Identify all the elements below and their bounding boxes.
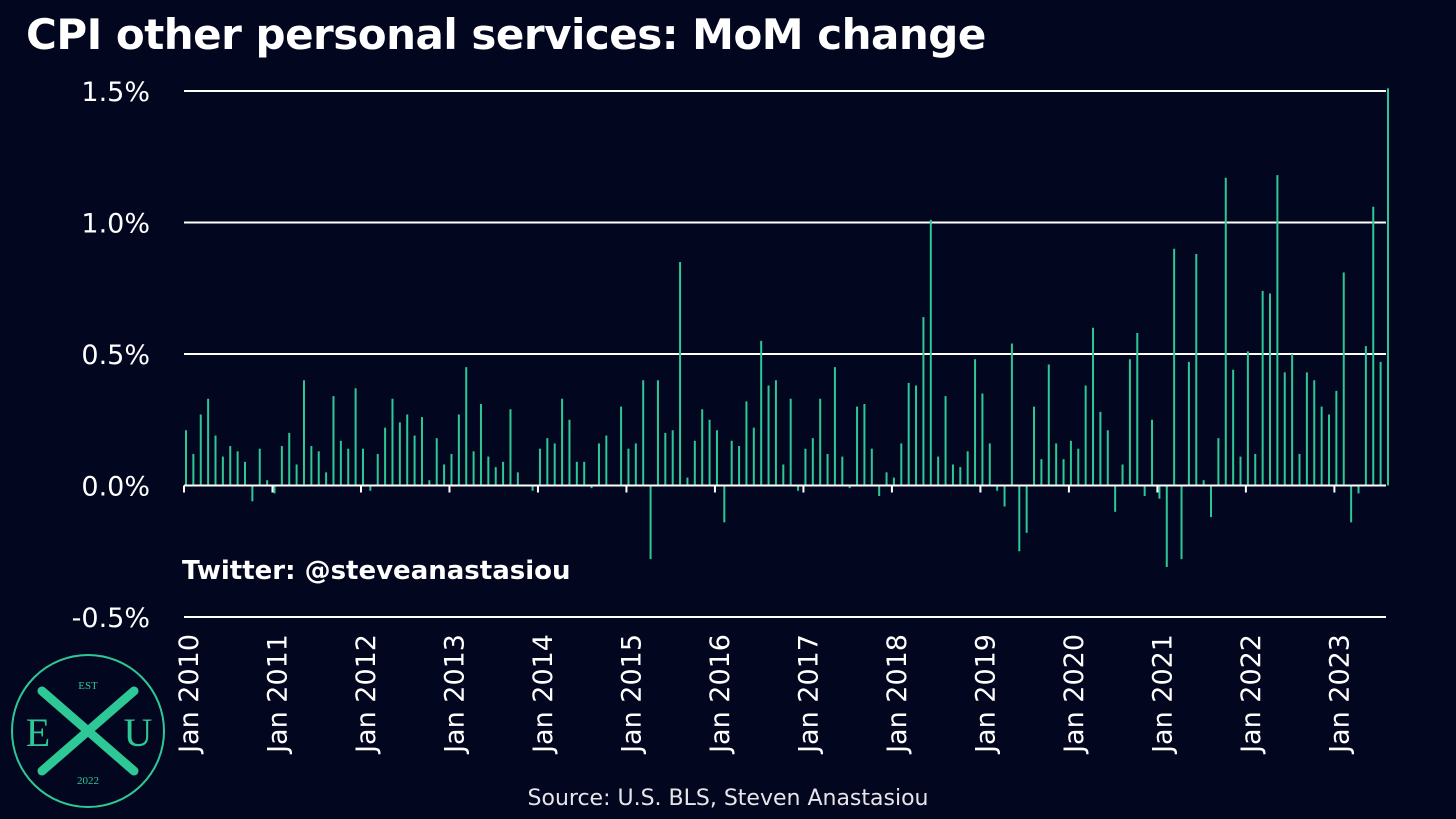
y-tick-label: 1.0% — [81, 209, 150, 240]
x-tick-labels: Jan 2010 Jan 2011 Jan 2012 Jan 2013 Jan 2014… — [174, 634, 1355, 755]
x-tick-label: Jan 2022 — [1236, 634, 1267, 755]
logo-year-text: 2022 — [77, 775, 99, 787]
logo-e-letter: E — [26, 710, 50, 755]
logo-u-letter: U — [124, 710, 153, 755]
x-tick-label: Jan 2020 — [1059, 634, 1090, 755]
logo-est-text: EST — [78, 680, 98, 692]
bars — [185, 88, 1389, 568]
x-tick-label: Jan 2013 — [439, 634, 470, 755]
x-tick-label: Jan 2018 — [882, 634, 913, 755]
x-tick-label: Jan 2021 — [1147, 634, 1178, 755]
x-tick-label: Jan 2019 — [970, 634, 1001, 755]
x-axis — [183, 484, 1386, 493]
chart-title: CPI other personal services: MoM change — [26, 10, 986, 59]
x-tick-label: Jan 2012 — [351, 634, 382, 755]
source-note: Source: U.S. BLS, Steven Anastasiou — [527, 786, 929, 811]
x-tick-label: Jan 2010 — [174, 634, 205, 755]
exu-logo-icon: EST E U 2022 — [11, 654, 165, 808]
x-tick-label: Jan 2023 — [1324, 634, 1355, 755]
x-tick-label: Jan 2011 — [262, 634, 293, 755]
x-tick-label: Jan 2016 — [705, 634, 736, 755]
twitter-watermark: Twitter: @steveanastasiou — [182, 556, 571, 586]
y-tick-label: -0.5% — [72, 603, 150, 634]
gridlines — [184, 90, 1386, 618]
y-tick-labels: 1.5% 1.0% 0.5% 0.0% -0.5% — [72, 77, 150, 634]
x-tick-label: Jan 2014 — [528, 634, 559, 755]
x-tick-label: Jan 2017 — [793, 634, 824, 755]
y-tick-label: 0.5% — [81, 340, 150, 371]
x-tick-label: Jan 2015 — [616, 634, 647, 755]
y-tick-label: 1.5% — [81, 77, 150, 108]
y-tick-label: 0.0% — [81, 472, 150, 503]
